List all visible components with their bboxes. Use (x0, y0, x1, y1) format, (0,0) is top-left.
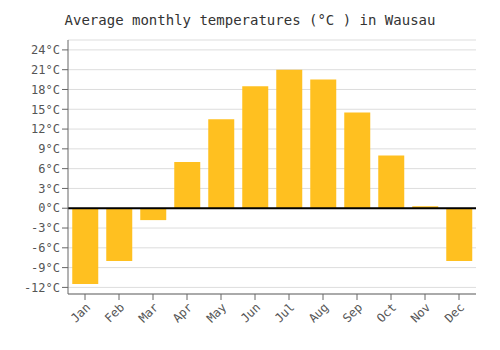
svg-text:-9°C: -9°C (31, 261, 60, 275)
svg-text:0°C: 0°C (38, 201, 60, 215)
svg-text:Aug: Aug (306, 300, 331, 325)
svg-text:Jul: Jul (272, 300, 297, 325)
svg-text:Nov: Nov (408, 300, 433, 325)
svg-text:May: May (204, 300, 229, 325)
svg-text:Jun: Jun (238, 300, 263, 325)
svg-text:21°C: 21°C (31, 63, 60, 77)
svg-text:-12°C: -12°C (24, 281, 60, 295)
svg-text:Oct: Oct (374, 300, 399, 325)
svg-text:-3°C: -3°C (31, 221, 60, 235)
svg-text:24°C: 24°C (31, 43, 60, 57)
html-text:Average monthly temperatures (: Average monthly temperatures (°C ) in Wa… (64, 12, 436, 28)
svg-text:18°C: 18°C (31, 83, 60, 97)
svg-text:Dec: Dec (442, 300, 467, 325)
svg-text:15°C: 15°C (31, 103, 60, 117)
svg-text:Feb: Feb (102, 300, 127, 325)
svg-text:Sep: Sep (340, 300, 365, 325)
svg-text:6°C: 6°C (38, 162, 60, 176)
svg-text:-6°C: -6°C (31, 241, 60, 255)
svg-text:9°C: 9°C (38, 142, 60, 156)
svg-text:Jan: Jan (68, 300, 93, 325)
svg-text:Mar: Mar (136, 300, 161, 325)
svg-text:Apr: Apr (170, 300, 195, 325)
svg-text:3°C: 3°C (38, 182, 60, 196)
svg-text:12°C: 12°C (31, 122, 60, 136)
